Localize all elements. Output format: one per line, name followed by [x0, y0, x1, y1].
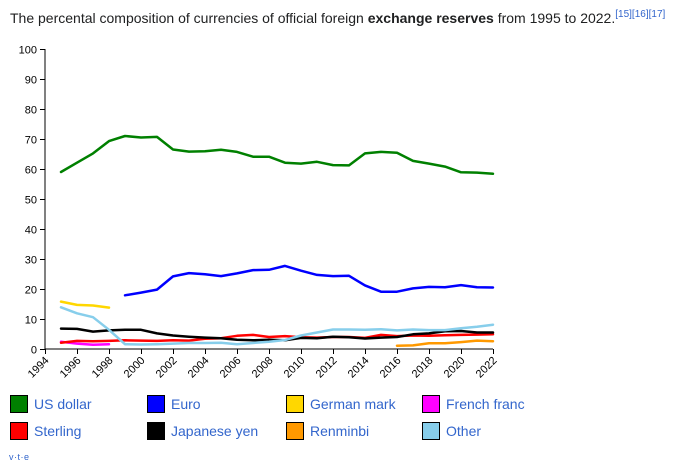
x-tick-label: 2014	[346, 355, 372, 381]
legend-label[interactable]: Japanese yen	[171, 423, 259, 439]
legend-label[interactable]: Other	[446, 423, 482, 439]
x-tick-label: 2008	[250, 355, 276, 381]
legend-label[interactable]: Sterling	[34, 423, 82, 439]
series-line-sterling	[59, 333, 495, 344]
x-tick-label: 2020	[442, 355, 468, 381]
talk-template-link[interactable]: t	[17, 452, 21, 462]
legend-item-french-franc: French franc	[422, 394, 525, 414]
legend-label[interactable]: French franc	[446, 396, 525, 412]
legend-swatch	[10, 422, 28, 440]
reference-link-17[interactable]: [17]	[648, 9, 666, 20]
legend-swatch	[147, 422, 165, 440]
reference-link-15[interactable]: [15]	[615, 9, 632, 20]
x-tick-label: 2022	[474, 355, 500, 381]
y-tick-label: 40	[25, 225, 37, 237]
vte-separator: ·	[20, 452, 25, 462]
navbox-vte-links: v·t·e	[9, 452, 30, 462]
series-line-other	[59, 306, 495, 346]
y-tick-label: 70	[25, 135, 37, 147]
legend-item-other: Other	[422, 421, 481, 441]
legend-swatch	[422, 422, 440, 440]
edit-template-link[interactable]: e	[24, 452, 30, 462]
legend-item-renminbi: Renminbi	[286, 421, 369, 441]
chart-series	[59, 134, 495, 347]
series-line-german-mark	[59, 300, 111, 309]
caption-text-post: from 1995 to 2022.	[493, 10, 616, 26]
x-tick-label: 2000	[122, 355, 148, 381]
legend-label[interactable]: US dollar	[34, 396, 92, 412]
x-tick-label: 1998	[90, 355, 116, 381]
y-tick-label: 50	[25, 195, 37, 207]
legend-item-us-dollar: US dollar	[10, 394, 92, 414]
x-tick-label: 2006	[218, 355, 244, 381]
x-tick-label: 2002	[154, 355, 180, 381]
series-line-renminbi	[395, 339, 495, 347]
x-tick-label: 1996	[58, 355, 84, 381]
x-tick-label: 2010	[282, 355, 308, 381]
legend-swatch	[422, 395, 440, 413]
vte-separator: ·	[14, 452, 18, 462]
legend-label[interactable]: German mark	[310, 396, 396, 412]
y-tick-label: 0	[31, 345, 37, 357]
y-tick-label: 30	[25, 255, 37, 267]
legend-item-euro: Euro	[147, 394, 201, 414]
legend-item-german-mark: German mark	[286, 394, 396, 414]
series-line-us-dollar	[59, 134, 495, 176]
view-template-link[interactable]: v	[9, 452, 14, 462]
x-tick-label: 2012	[314, 355, 340, 381]
y-tick-label: 80	[25, 105, 37, 117]
y-tick-label: 90	[25, 75, 37, 87]
x-tick-label: 2016	[378, 355, 404, 381]
legend-item-sterling: Sterling	[10, 421, 81, 441]
caption-references: [15][16][17]	[615, 9, 665, 20]
legend-swatch	[147, 395, 165, 413]
legend-item-japanese-yen: Japanese yen	[147, 421, 258, 441]
y-tick-label: 60	[25, 165, 37, 177]
chart-caption: The percental composition of currencies …	[10, 9, 665, 26]
y-tick-label: 20	[25, 285, 37, 297]
y-tick-label: 10	[25, 315, 37, 327]
reference-link-16[interactable]: [16]	[631, 9, 649, 20]
legend-label[interactable]: Renminbi	[310, 423, 370, 439]
y-tick-label: 100	[19, 45, 37, 57]
legend-swatch	[286, 422, 304, 440]
x-tick-label: 2018	[410, 355, 436, 381]
caption-text-bold: exchange reserves	[367, 10, 494, 26]
legend-swatch	[10, 395, 28, 413]
x-tick-label: 2004	[186, 355, 212, 381]
legend-swatch	[286, 395, 304, 413]
legend-label[interactable]: Euro	[171, 396, 201, 412]
caption-text-pre: The percental composition of currencies …	[10, 10, 368, 26]
x-tick-label: 1994	[26, 355, 52, 381]
series-line-euro	[123, 264, 495, 297]
